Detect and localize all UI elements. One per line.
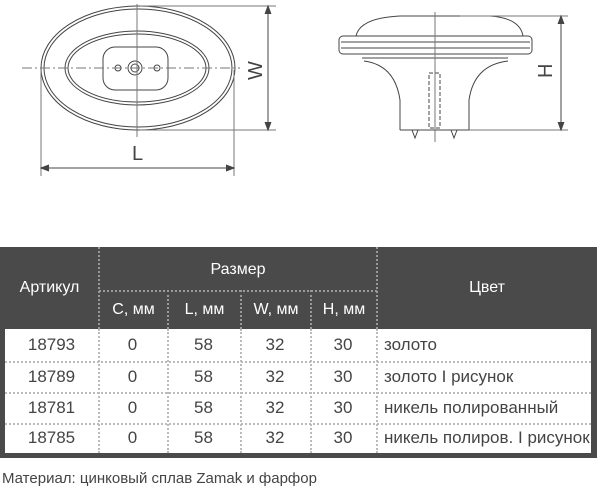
divider — [376, 247, 378, 329]
divider — [98, 329, 100, 453]
divider — [167, 329, 169, 453]
divider — [310, 290, 312, 329]
product-table: Артикул Размер Цвет C, мм L, мм W, мм H,… — [0, 247, 597, 458]
table-row: 18785 0 58 32 30 никель полиров. I рисун… — [5, 423, 591, 453]
cell-l: 58 — [194, 366, 213, 386]
cell-h: 30 — [333, 428, 353, 447]
cell-c: 0 — [127, 397, 138, 417]
cell-article: 18789 — [27, 366, 76, 386]
header-color: Цвет — [469, 279, 505, 296]
cell-article: 18781 — [27, 397, 76, 417]
side-view: H — [338, 12, 568, 142]
row-divider — [5, 361, 591, 363]
cell-c: 0 — [127, 335, 138, 354]
divider — [310, 329, 312, 453]
material-note: Материал: цинковый сплав Zamak и фарфор — [2, 470, 317, 487]
cell-color: никель полированный — [384, 397, 559, 417]
cell-w: 32 — [265, 397, 285, 417]
cell-l: 58 — [194, 428, 213, 447]
header-l: L, мм — [184, 300, 225, 318]
header-h: H, мм — [322, 300, 366, 318]
dimension-label-height: H — [535, 64, 557, 78]
table-row: 18793 0 58 32 30 золото — [5, 329, 591, 361]
divider — [167, 290, 169, 329]
cell-l: 58 — [194, 335, 213, 354]
cell-article: 18785 — [27, 428, 76, 447]
cell-h: 30 — [333, 366, 353, 386]
top-view: L W — [22, 4, 276, 176]
header-w: W, мм — [253, 300, 299, 318]
divider — [240, 329, 242, 453]
header-size: Размер — [210, 260, 266, 278]
divider — [240, 290, 242, 329]
cell-w: 32 — [265, 428, 285, 447]
divider — [98, 247, 100, 329]
divider — [99, 290, 377, 292]
row-divider — [5, 423, 591, 425]
row-divider — [5, 392, 591, 394]
cell-w: 32 — [265, 366, 285, 386]
cell-l: 58 — [194, 397, 213, 417]
cell-article: 18793 — [27, 335, 76, 354]
cell-c: 0 — [127, 428, 138, 447]
cell-h: 30 — [333, 335, 353, 354]
table-body: 18793 0 58 32 30 золото 18789 0 58 32 30… — [5, 329, 591, 453]
header-c: C, мм — [112, 300, 155, 318]
cell-color: никель полиров. I рисунок — [384, 428, 590, 447]
dimension-label-width: W — [245, 61, 267, 80]
cell-h: 30 — [333, 397, 353, 417]
technical-drawing: L W H — [22, 4, 568, 176]
cell-color: золото — [384, 335, 437, 354]
table-row: 18789 0 58 32 30 золото I рисунок — [5, 361, 591, 392]
dimension-label-length: L — [132, 143, 143, 165]
cell-color: золото I рисунок — [384, 366, 514, 386]
header-article: Артикул — [19, 279, 80, 296]
cell-c: 0 — [127, 366, 138, 386]
divider — [376, 329, 378, 453]
cell-w: 32 — [265, 335, 285, 354]
table-row: 18781 0 58 32 30 никель полированный — [5, 392, 591, 423]
